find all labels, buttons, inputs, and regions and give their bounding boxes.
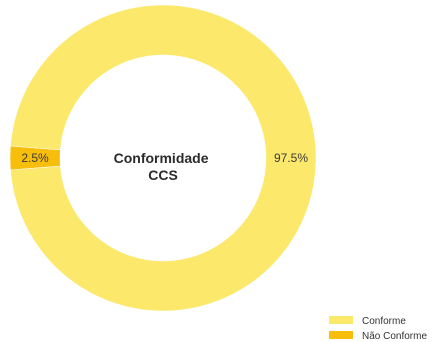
legend-swatch-nao-conforme xyxy=(329,331,353,339)
legend: Conforme Não Conforme xyxy=(329,316,427,342)
center-title: Conformidade CCS xyxy=(114,150,213,183)
center-title-line-1: Conformidade xyxy=(114,150,209,166)
slice-conforme[interactable] xyxy=(10,4,317,312)
legend-swatch-conforme xyxy=(329,316,353,324)
slice-labels: 2.5% 97.5% xyxy=(21,151,308,165)
legend-item-conforme[interactable]: Conforme xyxy=(329,316,406,327)
slice-label-nao-conforme: 2.5% xyxy=(21,151,49,165)
legend-label-nao-conforme: Não Conforme xyxy=(362,331,427,342)
legend-label-conforme: Conforme xyxy=(362,316,406,327)
center-title-line-2: CCS xyxy=(148,167,178,183)
legend-item-nao-conforme[interactable]: Não Conforme xyxy=(329,331,427,342)
donut-slices xyxy=(9,4,317,312)
slice-label-conforme: 97.5% xyxy=(274,151,308,165)
